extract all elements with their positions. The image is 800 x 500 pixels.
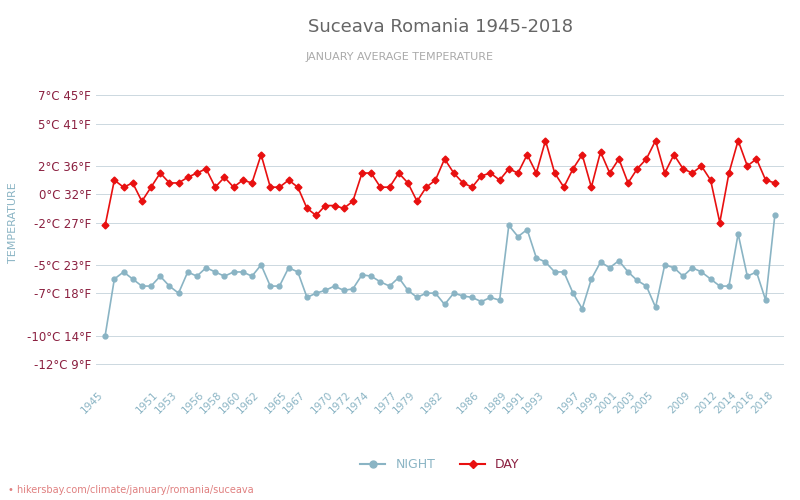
- Text: • hikersbay.com/climate/january/romania/suceava: • hikersbay.com/climate/january/romania/…: [8, 485, 254, 495]
- Y-axis label: TEMPERATURE: TEMPERATURE: [8, 182, 18, 263]
- Title: Suceava Romania 1945-2018: Suceava Romania 1945-2018: [307, 18, 573, 36]
- Legend: NIGHT, DAY: NIGHT, DAY: [355, 454, 525, 476]
- Text: JANUARY AVERAGE TEMPERATURE: JANUARY AVERAGE TEMPERATURE: [306, 52, 494, 62]
